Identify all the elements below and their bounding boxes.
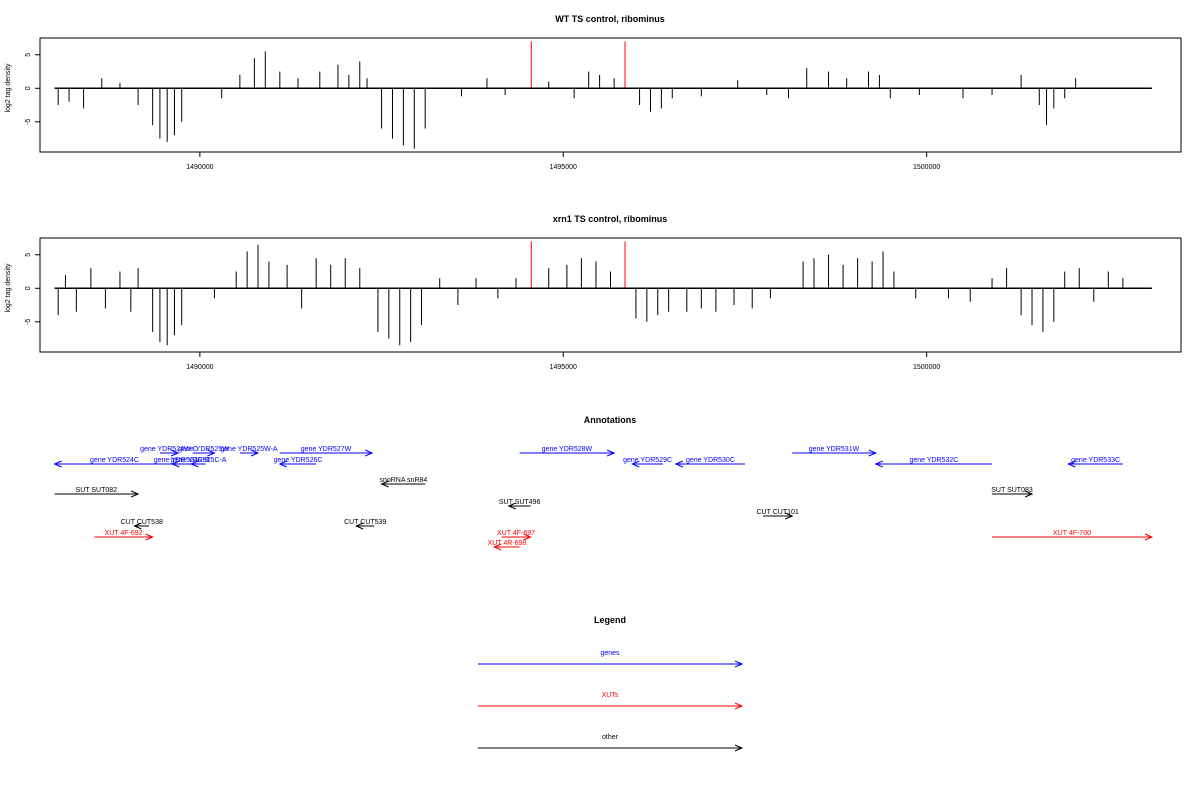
legend-item: XUTs <box>478 692 744 710</box>
wt-plot-frame <box>39 37 1182 153</box>
x-tick-label: 1495000 <box>550 364 577 371</box>
legend-items: genes XUTs other <box>478 650 744 752</box>
feature-label: gene YDR532C <box>909 457 958 464</box>
feature-label: gene YDR525C-A <box>170 457 226 464</box>
x-tick-label: 1500000 <box>913 364 940 371</box>
feature-label: gene YDR527W <box>301 446 352 453</box>
feature-label: gene YDR530C <box>686 457 735 464</box>
wt-bars <box>57 41 1077 149</box>
xut-feature: XUT 4R-698 <box>488 540 527 551</box>
feature-label: gene YDR525W-A <box>220 446 278 453</box>
y-tick-label: 0 <box>25 86 32 90</box>
xrn1-panel-title: xrn1 TS control, ribominus <box>553 214 668 224</box>
gene-feature: gene YDR524W-C <box>140 446 198 457</box>
legend: Legend genes XUTs other <box>478 615 744 752</box>
gene-feature: gene YDR524C-B <box>154 457 210 468</box>
xrn1-y-ticks: -5 0 5 <box>25 253 40 325</box>
x-tick-label: 1500000 <box>913 164 940 171</box>
feature-label: gene YDR524C-B <box>154 457 210 464</box>
feature-label: gene YDR525W <box>178 446 229 453</box>
feature-label: gene YDR528W <box>542 446 593 453</box>
xut-feature: XUT 4F-692 <box>94 530 154 541</box>
feature-label: gene YDR531W <box>809 446 860 453</box>
legend-title: Legend <box>594 615 626 625</box>
y-tick-label: 5 <box>25 53 32 57</box>
feature-label: gene YDR526C <box>274 457 323 464</box>
other-feature: CUT CUT101 <box>757 509 799 520</box>
legend-item: other <box>478 734 744 752</box>
gene-feature: gene YDR525W-A <box>220 446 278 457</box>
feature-label: XUT 4F-692 <box>105 530 143 537</box>
xrn1-density-panel: xrn1 TS control, ribominus log2 tag dens… <box>5 214 1182 371</box>
x-tick-label: 1490000 <box>186 364 213 371</box>
feature-label: XUT 4F-697 <box>497 530 535 537</box>
feature-label: XUT 4F-700 <box>1053 530 1091 537</box>
y-tick-label: -5 <box>25 319 32 325</box>
xut-feature: XUT 4F-697 <box>497 530 535 541</box>
feature-label: gene YDR533C <box>1071 457 1120 464</box>
legend-label: genes <box>600 650 620 657</box>
xut-feature: XUT 4F-700 <box>992 530 1154 541</box>
gene-feature: gene YDR528W <box>519 446 616 457</box>
y-tick-label: -5 <box>25 119 32 125</box>
other-feature: SUT SUT083 <box>991 487 1034 498</box>
x-tick-label: 1490000 <box>186 164 213 171</box>
feature-label: SUT SUT082 <box>76 487 118 494</box>
gene-feature: gene YDR525W <box>178 446 229 457</box>
feature-label: CUT CUT539 <box>344 519 386 526</box>
xrn1-bars <box>57 241 1124 346</box>
y-tick-label: 0 <box>25 286 32 290</box>
gene-feature: gene YDR525C-A <box>170 457 227 468</box>
legend-label: other <box>602 734 619 741</box>
other-feature: snoRNA snR84 <box>379 477 427 488</box>
other-feature: SUT SUT082 <box>54 487 140 498</box>
gene-feature: gene YDR531W <box>792 446 878 457</box>
feature-label: CUT CUT538 <box>121 519 163 526</box>
x-tick-label: 1495000 <box>550 164 577 171</box>
feature-label: XUT 4R-698 <box>488 540 527 547</box>
gene-feature: gene YDR526C <box>274 457 323 468</box>
other-feature: CUT CUT539 <box>344 519 386 530</box>
wt-panel-title: WT TS control, ribominus <box>555 14 665 24</box>
y-tick-label: 5 <box>25 253 32 257</box>
legend-item: genes <box>478 650 744 668</box>
xrn1-y-axis-label: log2 tag density <box>5 263 12 313</box>
gene-feature: gene YDR533C <box>1067 457 1123 468</box>
xrn1-plot-frame <box>39 237 1182 353</box>
wt-density-panel: WT TS control, ribominus log2 tag densit… <box>5 14 1182 171</box>
other-feature: CUT CUT538 <box>121 519 163 530</box>
feature-label: gene YDR524W-C <box>140 446 198 453</box>
legend-label: XUTs <box>602 692 619 699</box>
gene-feature: gene YDR529C <box>623 457 672 468</box>
wt-x-ticks: 1490000 1495000 1500000 <box>186 152 940 171</box>
feature-label: SUT SUT083 <box>991 487 1033 494</box>
gene-feature: gene YDR530C <box>674 457 745 468</box>
xrn1-x-ticks: 1490000 1495000 1500000 <box>186 352 940 371</box>
gene-feature: gene YDR532C <box>874 457 993 468</box>
feature-label: CUT CUT101 <box>757 509 799 516</box>
feature-label: gene YDR524C <box>90 457 139 464</box>
feature-label: snoRNA snR84 <box>379 477 427 484</box>
annotations-title: Annotations <box>584 415 637 425</box>
wt-y-axis-label: log2 tag density <box>5 63 12 113</box>
other-feature: SUT SUT496 <box>499 499 541 510</box>
gene-feature: gene YDR524C <box>53 457 175 468</box>
feature-label: SUT SUT496 <box>499 499 541 506</box>
wt-y-ticks: -5 0 5 <box>25 53 40 125</box>
gene-feature: gene YDR527W <box>279 446 374 457</box>
feature-label: gene YDR529C <box>623 457 672 464</box>
